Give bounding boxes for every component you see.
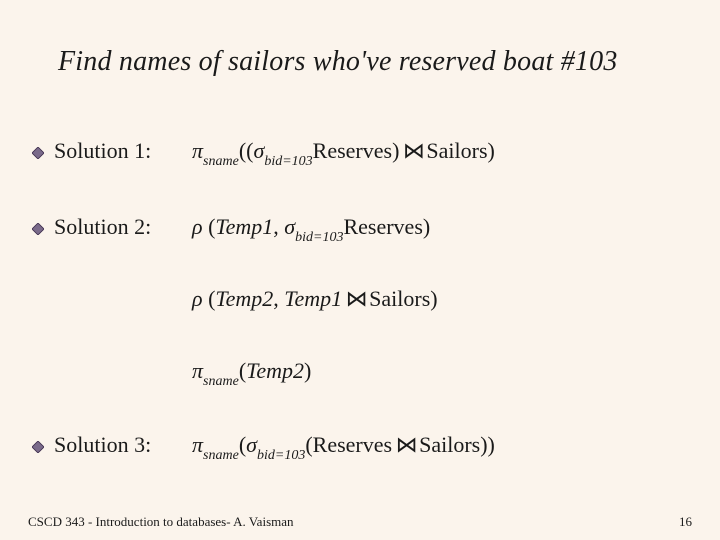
bullet-label: Solution 1: [54, 138, 151, 164]
temp-name: Temp2 [246, 358, 304, 383]
paren: ) [304, 358, 311, 383]
slide-title: Find names of sailors who've reserved bo… [58, 46, 618, 78]
rho-symbol: ρ [192, 214, 203, 239]
paren: (( [239, 138, 254, 163]
sigma-symbol: σ [284, 214, 295, 239]
sigma-symbol: σ [246, 432, 257, 457]
diamond-icon [32, 223, 44, 235]
relation: Sailors [426, 138, 487, 163]
join-icon: ⋈ [392, 432, 419, 457]
pi-subscript: sname [203, 448, 239, 463]
temp-name: Temp1 [215, 214, 273, 239]
bullet-solution-1: Solution 1: [32, 138, 151, 164]
paren: ( [305, 432, 312, 457]
paren: ) [430, 286, 437, 311]
sigma-symbol: σ [253, 138, 264, 163]
relation: Reserves [343, 214, 422, 239]
diamond-icon [32, 441, 44, 453]
comma: , [273, 214, 284, 239]
diamond-icon [32, 147, 44, 159]
bullet-solution-3: Solution 3: [32, 432, 151, 458]
pi-subscript: sname [203, 374, 239, 389]
relation: Sailors [419, 432, 480, 457]
relation: Sailors [369, 286, 430, 311]
relation: Reserves [313, 432, 392, 457]
formula-solution-3: πsname(σbid=103(Reserves ⋈ Sailors)) [192, 432, 495, 462]
join-icon: ⋈ [399, 138, 426, 163]
pi-symbol: π [192, 358, 203, 383]
slide: Find names of sailors who've reserved bo… [0, 0, 720, 540]
bullet-solution-2: Solution 2: [32, 214, 151, 240]
sigma-subscript: bid=103 [257, 448, 305, 463]
rho-symbol: ρ [192, 286, 203, 311]
sigma-subscript: bid=103 [264, 154, 312, 169]
comma: , [273, 286, 284, 311]
temp-name: Temp2 [215, 286, 273, 311]
footer-text: CSCD 343 - Introduction to databases- A.… [28, 514, 294, 530]
sigma-subscript: bid=103 [295, 230, 343, 245]
paren: ) [488, 138, 495, 163]
relation: Reserves [313, 138, 392, 163]
pi-symbol: π [192, 138, 203, 163]
temp-name: Temp1 [284, 286, 342, 311]
pi-subscript: sname [203, 154, 239, 169]
formula-solution-2b: ρ (Temp2, Temp1 ⋈ Sailors) [192, 286, 438, 312]
pi-symbol: π [192, 432, 203, 457]
bullet-label: Solution 3: [54, 432, 151, 458]
paren: )) [480, 432, 495, 457]
join-icon: ⋈ [342, 286, 369, 311]
page-number: 16 [679, 514, 692, 530]
formula-solution-2c: πsname(Temp2) [192, 358, 311, 388]
paren: ( [203, 214, 216, 239]
formula-solution-2a: ρ (Temp1, σbid=103Reserves) [192, 214, 430, 244]
paren: ) [423, 214, 430, 239]
formula-solution-1: πsname((σbid=103Reserves) ⋈ Sailors) [192, 138, 495, 168]
paren: ( [203, 286, 216, 311]
bullet-label: Solution 2: [54, 214, 151, 240]
